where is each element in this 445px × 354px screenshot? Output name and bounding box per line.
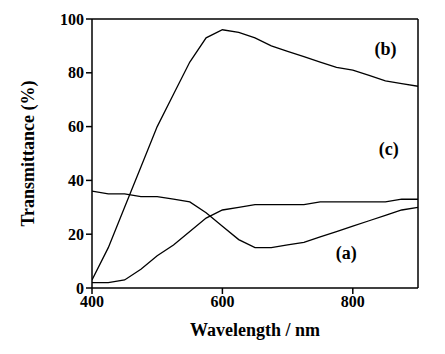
svg-text:60: 60 bbox=[68, 118, 84, 135]
svg-text:Wavelength / nm: Wavelength / nm bbox=[190, 320, 320, 340]
svg-text:(c): (c) bbox=[379, 139, 399, 160]
svg-text:(b): (b) bbox=[374, 39, 396, 60]
svg-text:Transmittance (%): Transmittance (%) bbox=[18, 80, 39, 226]
svg-text:20: 20 bbox=[68, 226, 84, 243]
svg-text:100: 100 bbox=[60, 11, 84, 28]
svg-text:0: 0 bbox=[76, 280, 84, 297]
svg-text:80: 80 bbox=[68, 64, 84, 81]
svg-text:800: 800 bbox=[341, 293, 365, 310]
svg-text:400: 400 bbox=[80, 293, 104, 311]
svg-text:40: 40 bbox=[68, 172, 84, 189]
svg-text:600: 600 bbox=[210, 293, 234, 310]
svg-text:(a): (a) bbox=[336, 243, 357, 264]
